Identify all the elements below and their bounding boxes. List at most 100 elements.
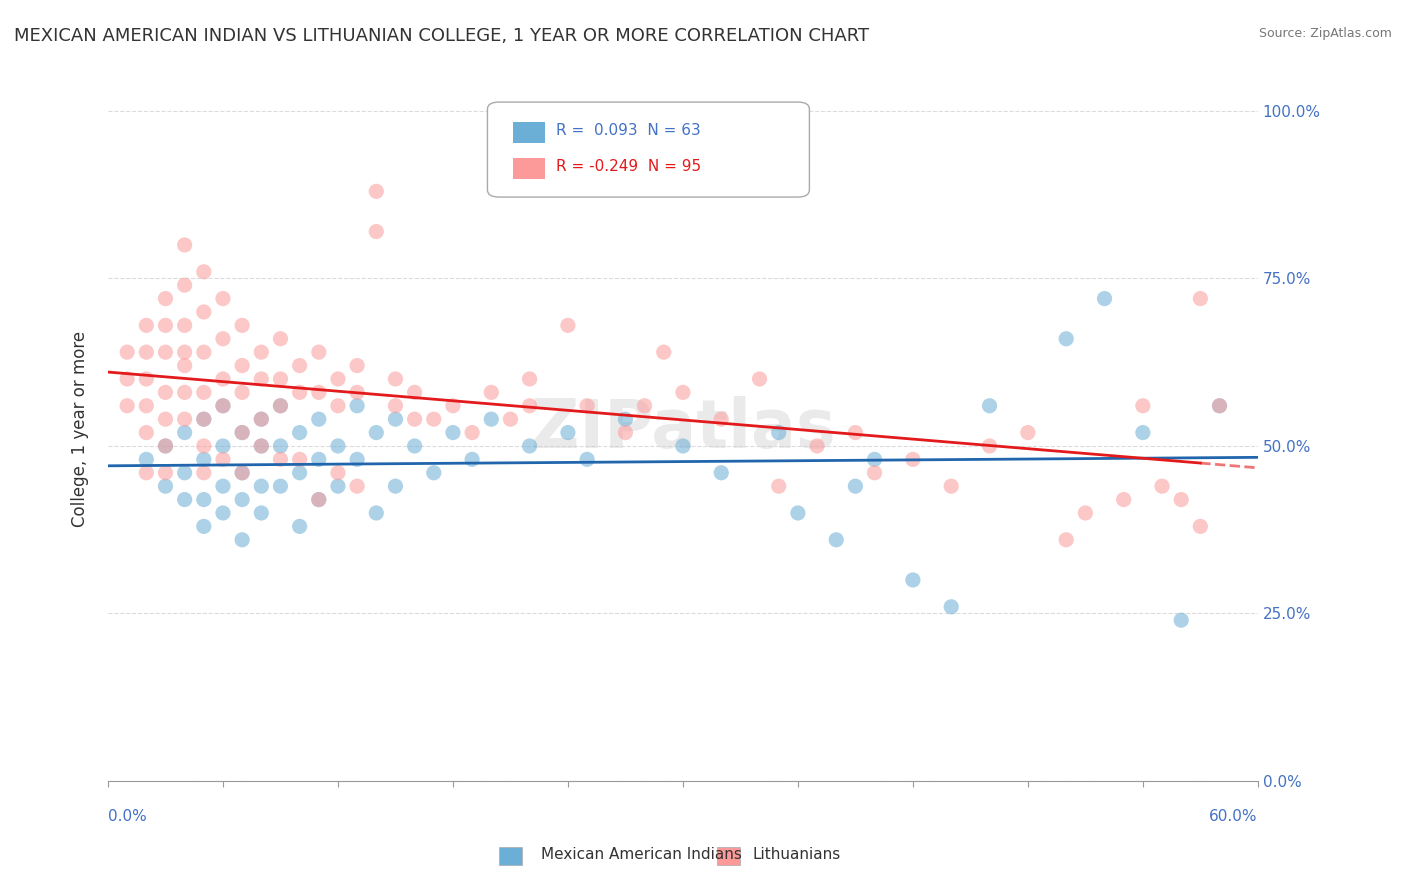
Point: [576, 452, 599, 467]
Point: [710, 466, 733, 480]
Point: [269, 332, 291, 346]
Text: MEXICAN AMERICAN INDIAN VS LITHUANIAN COLLEGE, 1 YEAR OR MORE CORRELATION CHART: MEXICAN AMERICAN INDIAN VS LITHUANIAN CO…: [14, 27, 869, 45]
Point: [173, 318, 195, 333]
Point: [979, 439, 1001, 453]
Point: [231, 425, 253, 440]
Point: [519, 372, 541, 386]
Point: [308, 345, 330, 359]
Point: [155, 318, 177, 333]
Point: [1112, 492, 1135, 507]
Point: [269, 479, 291, 493]
Point: [404, 385, 426, 400]
Point: [231, 385, 253, 400]
Point: [115, 345, 138, 359]
Point: [326, 479, 349, 493]
Point: [193, 452, 215, 467]
Point: [614, 425, 637, 440]
Point: [1189, 519, 1212, 533]
Point: [308, 492, 330, 507]
Point: [384, 479, 406, 493]
Point: [155, 292, 177, 306]
Point: [1094, 292, 1116, 306]
Point: [844, 479, 866, 493]
Point: [806, 439, 828, 453]
Point: [614, 412, 637, 426]
Point: [652, 345, 675, 359]
Point: [288, 519, 311, 533]
Point: [173, 412, 195, 426]
Point: [135, 452, 157, 467]
Point: [250, 345, 273, 359]
Point: [479, 385, 502, 400]
Point: [193, 385, 215, 400]
Point: [155, 385, 177, 400]
Point: [1150, 479, 1173, 493]
Point: [1132, 425, 1154, 440]
Point: [768, 479, 790, 493]
Point: [212, 439, 235, 453]
Point: [557, 318, 579, 333]
Text: R =  0.093  N = 63: R = 0.093 N = 63: [557, 123, 702, 137]
Point: [269, 452, 291, 467]
Point: [901, 452, 924, 467]
Point: [1054, 332, 1077, 346]
Point: [441, 399, 464, 413]
Point: [231, 425, 253, 440]
Point: [308, 412, 330, 426]
Point: [269, 399, 291, 413]
Point: [461, 452, 484, 467]
Point: [231, 466, 253, 480]
Point: [269, 372, 291, 386]
Point: [155, 345, 177, 359]
Text: Lithuanians: Lithuanians: [752, 847, 841, 862]
Point: [346, 385, 368, 400]
Point: [825, 533, 848, 547]
Point: [173, 425, 195, 440]
Point: [212, 332, 235, 346]
Point: [212, 452, 235, 467]
Bar: [513, 122, 546, 143]
Point: [346, 452, 368, 467]
Point: [941, 599, 963, 614]
Point: [288, 359, 311, 373]
Point: [193, 466, 215, 480]
Point: [366, 185, 388, 199]
Point: [346, 359, 368, 373]
Point: [288, 452, 311, 467]
Point: [231, 359, 253, 373]
Point: [748, 372, 770, 386]
Point: [193, 265, 215, 279]
Point: [115, 399, 138, 413]
Point: [461, 425, 484, 440]
Point: [479, 412, 502, 426]
Point: [193, 439, 215, 453]
Point: [672, 385, 695, 400]
Point: [901, 573, 924, 587]
Point: [212, 372, 235, 386]
Point: [193, 305, 215, 319]
Point: [941, 479, 963, 493]
Point: [786, 506, 808, 520]
Point: [250, 412, 273, 426]
Point: [115, 372, 138, 386]
Point: [326, 372, 349, 386]
Text: 60.0%: 60.0%: [1209, 809, 1258, 824]
Point: [1132, 399, 1154, 413]
Point: [193, 412, 215, 426]
Point: [269, 439, 291, 453]
Point: [423, 412, 446, 426]
Point: [173, 492, 195, 507]
Point: [1170, 492, 1192, 507]
Point: [155, 412, 177, 426]
Point: [346, 479, 368, 493]
Point: [366, 425, 388, 440]
Point: [250, 479, 273, 493]
Point: [288, 385, 311, 400]
Point: [326, 399, 349, 413]
Point: [1017, 425, 1039, 440]
Point: [308, 492, 330, 507]
Point: [288, 466, 311, 480]
Point: [384, 412, 406, 426]
Point: [173, 385, 195, 400]
Point: [768, 425, 790, 440]
